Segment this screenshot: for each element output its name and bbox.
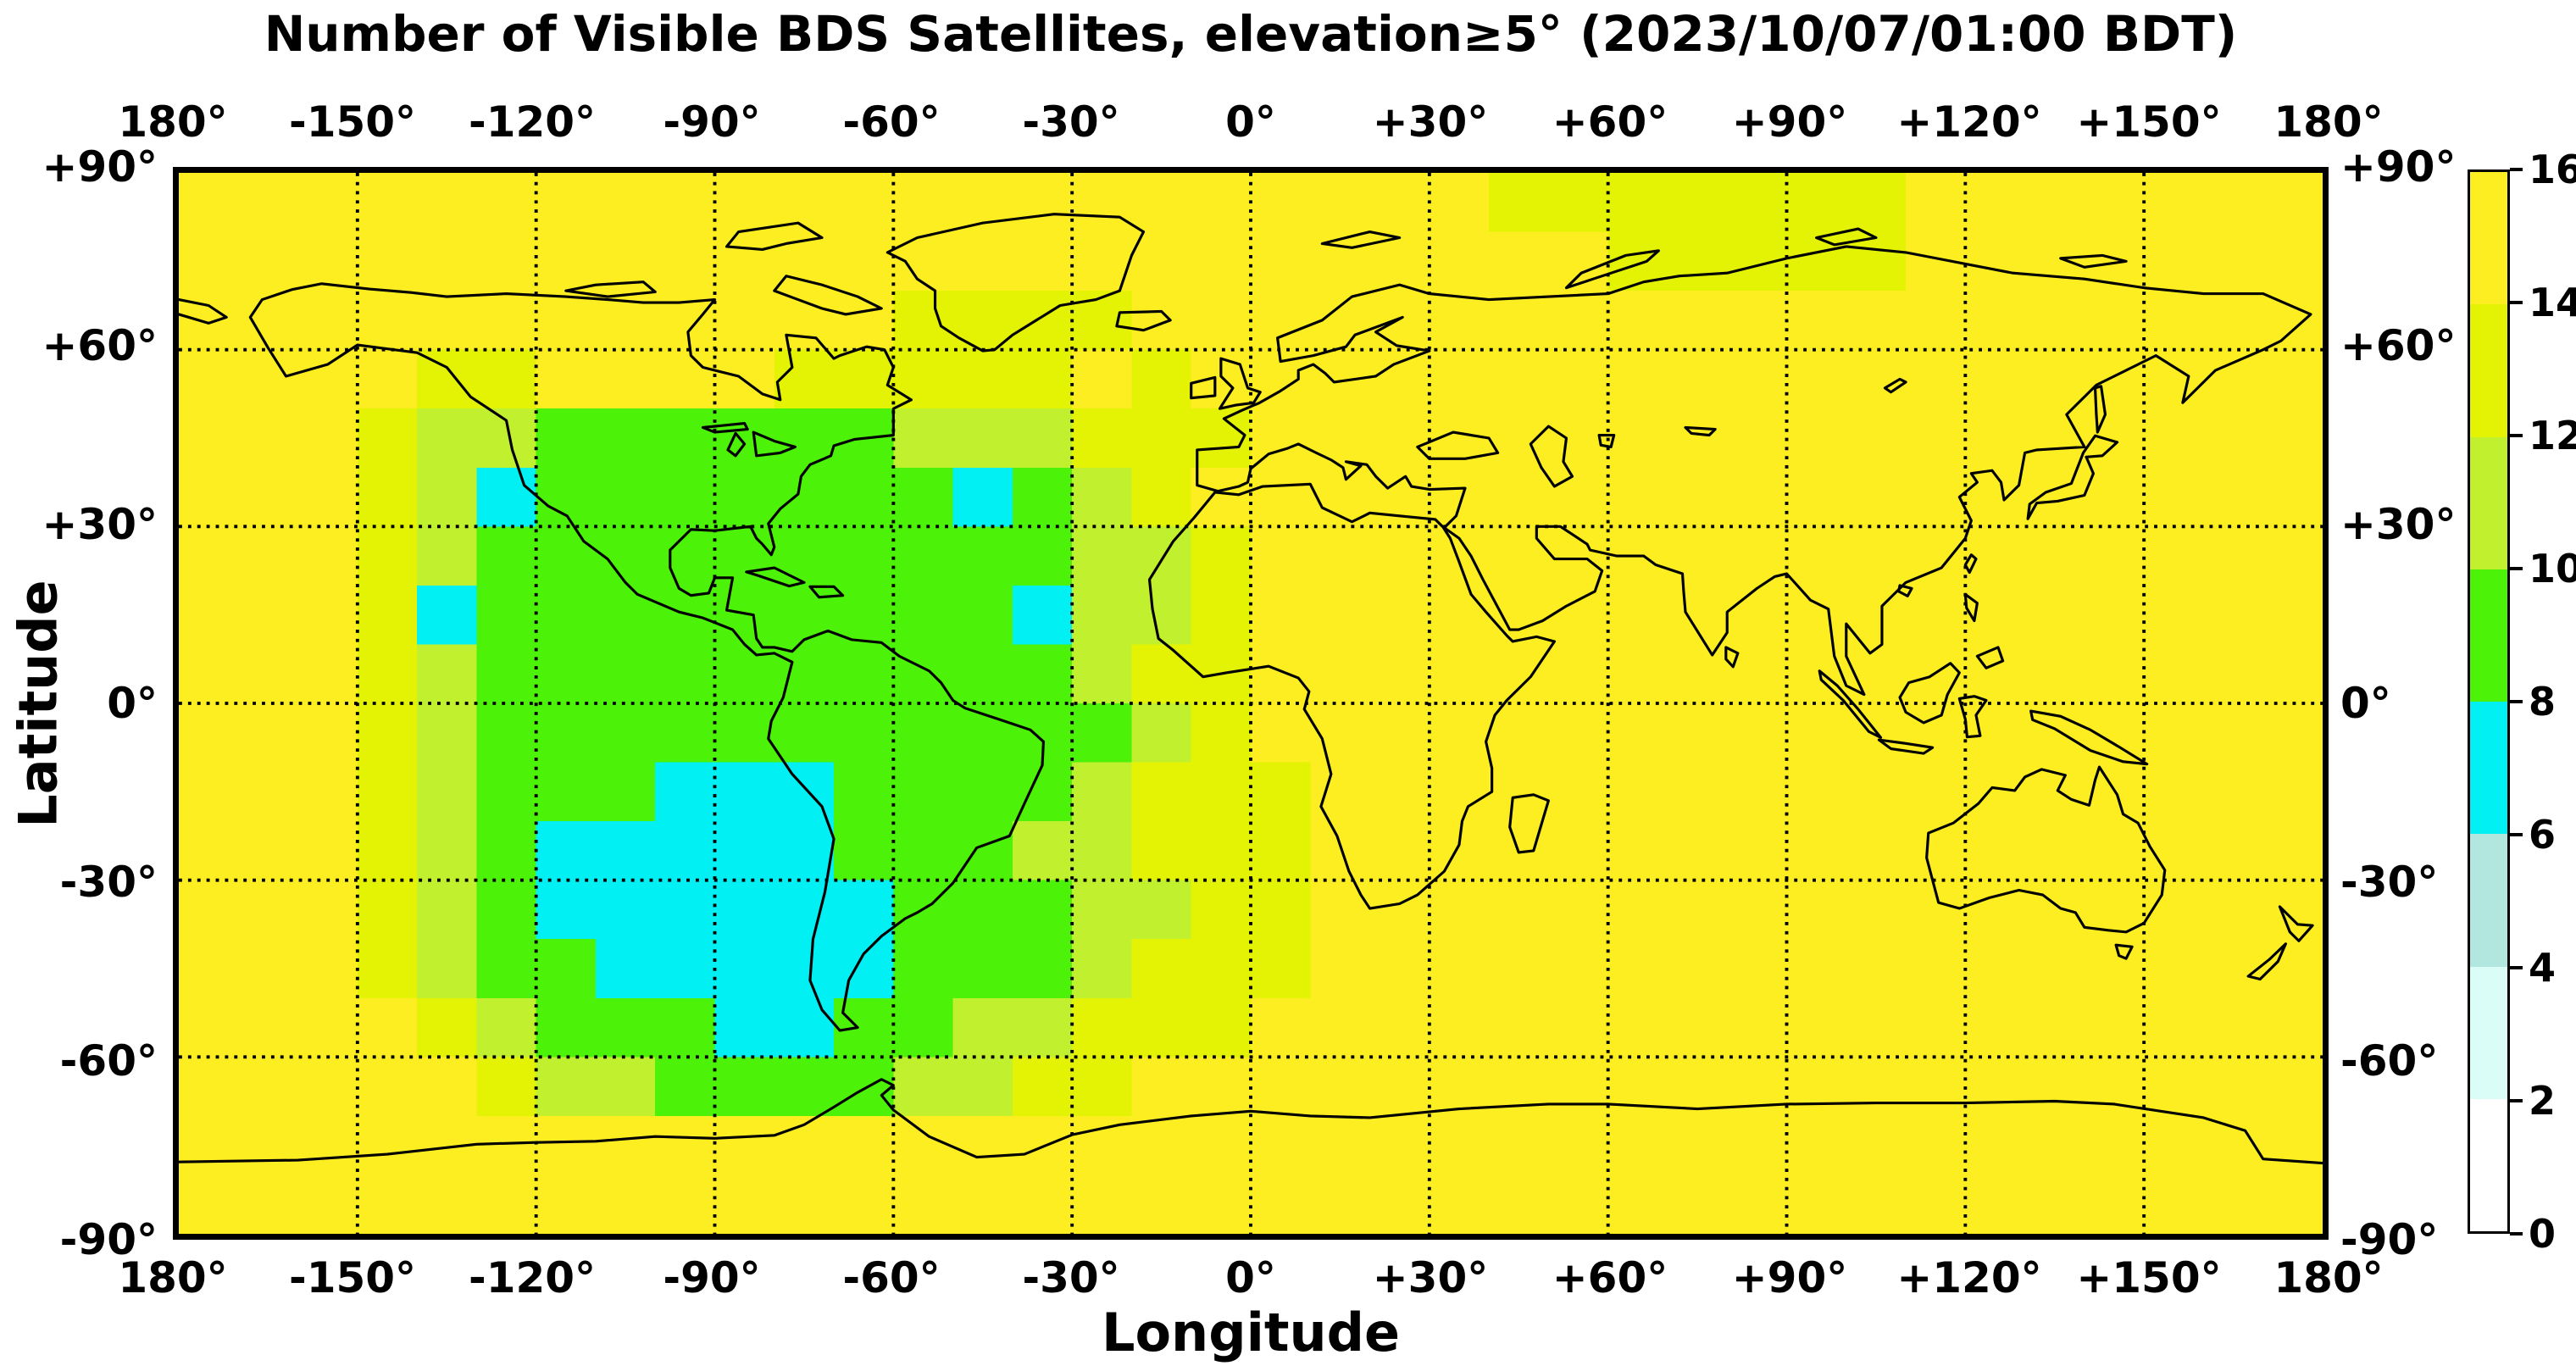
colorbar-tick	[2510, 833, 2523, 836]
iceland-coastline	[1115, 309, 1172, 332]
luzon	[1963, 592, 1979, 623]
sumatra	[1818, 669, 1883, 739]
coastlines	[179, 213, 2323, 1165]
x-axis-title: Longitude	[1101, 1302, 1401, 1363]
left-latitude-axis: +90° +60° +30° 0° -30° -60° -90°	[42, 142, 158, 1264]
new-siberian-islands	[2059, 253, 2128, 269]
black-sea	[1416, 430, 1500, 460]
colorbar-level-0-2	[2470, 1098, 2507, 1231]
java	[1877, 738, 1935, 755]
colorbar-level-2-4	[2470, 966, 2507, 1099]
baffin-island	[773, 275, 883, 316]
y-axis-title-container: Latitude	[2, 167, 75, 1240]
cuba	[745, 566, 806, 588]
top-longitude-axis: 180° -150° -120° -90° -60° -30° 0° +30° +60° +90°…	[118, 97, 2384, 147]
colorbar-tick	[2510, 434, 2523, 437]
madagascar	[1508, 793, 1550, 854]
right-latitude-axis: +90° +60° +30° 0° -30° -60° -90°	[2340, 142, 2457, 1264]
taiwan	[1963, 553, 1978, 575]
lake-michigan	[726, 431, 747, 458]
colorbar-tick	[2510, 301, 2523, 304]
aral-sea	[1597, 433, 1616, 448]
world-map-overlay	[179, 173, 2323, 1234]
chukotka-fragment	[179, 297, 228, 325]
victoria-island	[564, 280, 657, 298]
sakhalin	[2093, 385, 2107, 434]
svalbard	[1320, 230, 1402, 249]
new-zealand-north	[2278, 905, 2314, 942]
hainan	[1897, 584, 1913, 597]
colorbar-level-6-8	[2470, 702, 2507, 835]
borneo	[1898, 662, 1961, 725]
ellesmere-island	[724, 221, 824, 251]
mindanao	[1975, 646, 2005, 669]
bottom-longitude-axis: 180° -150° -120° -90° -60° -30° 0° +30° +60° +90°…	[118, 1253, 2384, 1302]
hispaniola	[808, 585, 845, 599]
colorbar-tick-labels: 16 14 12 10 8 6 4 2 0	[2529, 147, 2576, 1257]
australia-coastline	[1925, 765, 2167, 934]
ireland	[1190, 375, 1217, 400]
lake-superior	[701, 422, 749, 434]
colorbar	[2468, 169, 2510, 1234]
colorbar-level-12-14	[2470, 304, 2507, 437]
lakes-huron-erie-ontario	[752, 430, 797, 458]
colorbar-tick	[2510, 1099, 2523, 1102]
sri-lanka	[1724, 646, 1740, 669]
colorbar-tick-marks	[2510, 168, 2523, 1236]
japan	[2026, 434, 2119, 520]
map-plot-area	[173, 167, 2329, 1240]
colorbar-level-10-12	[2470, 436, 2507, 569]
severnaya-zemlya	[1815, 227, 1878, 247]
chart-title: Number of Visible BDS Satellites, elevat…	[264, 5, 2238, 63]
antarctica-coastline	[179, 1078, 2323, 1165]
lake-balkhash	[1684, 425, 1717, 437]
great-britain	[1218, 357, 1262, 410]
sulawesi	[1957, 695, 1988, 739]
lake-baikal	[1883, 377, 1907, 394]
colorbar-tick	[2510, 1232, 2523, 1236]
eurasia-coastline	[1196, 245, 2312, 697]
americas-coastline	[248, 282, 1046, 1032]
new-guinea	[2029, 709, 2149, 766]
colorbar-level-4-6	[2470, 834, 2507, 967]
graticule-gridlines	[179, 173, 2323, 1234]
novaya-zemlya	[1564, 249, 1660, 290]
tasmania	[2114, 943, 2134, 960]
y-axis-title: Latitude	[7, 579, 69, 828]
colorbar-level-8-10	[2470, 569, 2507, 702]
colorbar-tick	[2510, 966, 2523, 969]
colorbar-tick	[2510, 700, 2523, 703]
caspian-sea	[1529, 425, 1574, 488]
colorbar-level-14-16	[2470, 172, 2507, 305]
greenland-coastline	[886, 213, 1146, 353]
colorbar-tick	[2510, 567, 2523, 570]
new-zealand-south	[2246, 942, 2288, 981]
africa-coastline	[1147, 482, 1556, 910]
colorbar-tick	[2510, 168, 2523, 171]
